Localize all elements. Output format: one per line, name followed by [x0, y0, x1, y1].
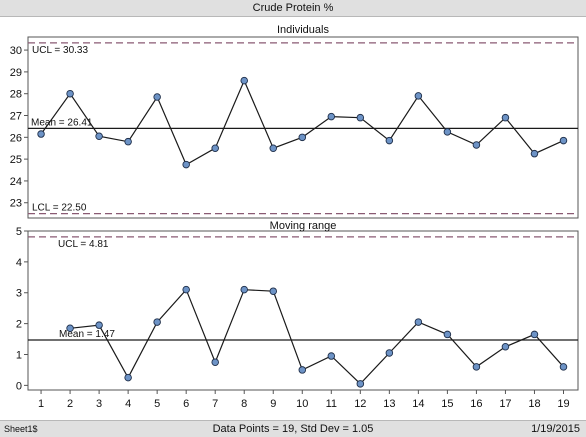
individuals-data-point — [530, 149, 539, 158]
individuals-data-point — [37, 130, 45, 138]
moving-range-xtick-label: 7 — [212, 398, 218, 410]
individuals-data-point — [472, 141, 481, 149]
individuals-title: Individuals — [277, 24, 329, 36]
individuals-series-line — [40, 79, 564, 166]
moving-range-data-point — [501, 343, 510, 351]
moving-range-data-point — [356, 380, 365, 388]
moving-range-ytick-label: 4 — [16, 257, 22, 269]
individuals-data-point — [66, 89, 74, 98]
individuals-data-point — [124, 137, 132, 146]
moving-range-data-point — [182, 285, 190, 294]
moving-range-data-point — [530, 330, 539, 339]
sheet-tab[interactable]: Sheet1$ — [4, 424, 38, 434]
moving-range-series-line — [70, 288, 564, 385]
moving-range-ytick-label: 0 — [16, 380, 22, 392]
individuals-data-point — [182, 160, 190, 169]
moving-range-xtick-label: 2 — [67, 398, 73, 410]
moving-range-ytick-label: 5 — [16, 226, 22, 238]
moving-range-ytick-label: 3 — [16, 288, 22, 300]
moving-range-mean-label: Mean = 1.47 — [59, 329, 115, 340]
status-bar: Sheet1$ Data Points = 19, Std Dev = 1.05… — [0, 420, 586, 437]
individuals-mean-label: Mean = 26.41 — [31, 117, 93, 128]
individuals-plot-frame — [27, 36, 579, 219]
individuals-ytick-label: 28 — [10, 89, 22, 101]
moving-range-xtick-label: 5 — [154, 398, 160, 410]
moving-range-xtick-label: 19 — [557, 398, 569, 410]
moving-range-data-point — [472, 363, 481, 371]
moving-range-ucl-label: UCL = 4.81 — [58, 239, 109, 250]
moving-range-data-point — [414, 318, 423, 326]
individuals-data-point — [211, 144, 219, 152]
moving-range-data-point — [327, 352, 336, 360]
individuals-data-point — [298, 133, 307, 142]
moving-range-data-point — [240, 285, 248, 294]
moving-range-data-point — [269, 287, 278, 295]
individuals-lcl-label: LCL = 22.50 — [32, 203, 87, 214]
moving-range-ytick-label: 1 — [16, 349, 22, 361]
window-title: Crude Protein % — [252, 2, 334, 14]
moving-range-ytick-label: 2 — [16, 319, 22, 331]
moving-range-data-point — [559, 363, 568, 371]
moving-range-xtick-label: 1 — [38, 398, 44, 410]
moving-range-xtick-label: 12 — [354, 398, 366, 410]
individuals-ytick-label: 23 — [10, 198, 22, 210]
individuals-data-point — [559, 136, 568, 145]
moving-range-xtick-label: 18 — [528, 398, 540, 410]
moving-range-xtick-label: 9 — [270, 398, 276, 410]
individuals-ytick-label: 30 — [10, 45, 22, 57]
individuals-ucl-label: UCL = 30.33 — [32, 45, 88, 56]
individuals-data-point — [385, 136, 394, 145]
individuals-ytick-label: 29 — [10, 67, 22, 79]
moving-range-plot-frame — [27, 230, 579, 391]
moving-range-xtick-label: 4 — [125, 398, 131, 410]
status-date: 1/19/2015 — [531, 423, 580, 435]
individuals-data-point — [327, 112, 336, 121]
moving-range-data-point — [298, 366, 307, 374]
moving-range-xtick-label: 10 — [296, 398, 308, 410]
individuals-data-point — [443, 128, 452, 136]
individuals-data-point — [269, 144, 278, 152]
moving-range-xtick-label: 6 — [183, 398, 189, 410]
individuals-ytick-label: 25 — [10, 154, 22, 166]
moving-range-data-point — [211, 358, 219, 366]
individuals-ytick-label: 26 — [10, 132, 22, 144]
moving-range-data-point — [443, 330, 452, 339]
individuals-data-point — [240, 76, 248, 85]
window-title-bar: Crude Protein % — [0, 0, 586, 17]
individuals-data-point — [501, 113, 510, 122]
individuals-data-point — [153, 93, 161, 101]
moving-range-xtick-label: 3 — [96, 398, 102, 410]
moving-range-xtick-label: 13 — [383, 398, 395, 410]
individuals-data-point — [356, 113, 365, 122]
moving-range-data-point — [66, 324, 74, 333]
individuals-ytick-label: 24 — [10, 176, 22, 188]
moving-range-title: Moving range — [270, 220, 337, 232]
moving-range-xtick-label: 8 — [241, 398, 247, 410]
moving-range-data-point — [153, 318, 161, 326]
moving-range-data-point — [385, 349, 394, 357]
individuals-data-point — [414, 92, 423, 100]
individuals-ytick-label: 27 — [10, 111, 22, 123]
moving-range-xtick-label: 11 — [326, 398, 337, 410]
moving-range-data-point — [95, 321, 103, 329]
moving-range-xtick-label: 14 — [412, 398, 424, 410]
moving-range-xtick-label: 16 — [470, 398, 482, 410]
moving-range-xtick-label: 17 — [499, 398, 511, 410]
individuals-data-point — [95, 132, 103, 140]
moving-range-xtick-label: 15 — [441, 398, 453, 410]
moving-range-data-point — [124, 373, 132, 382]
status-summary: Data Points = 19, Std Dev = 1.05 — [212, 423, 374, 435]
